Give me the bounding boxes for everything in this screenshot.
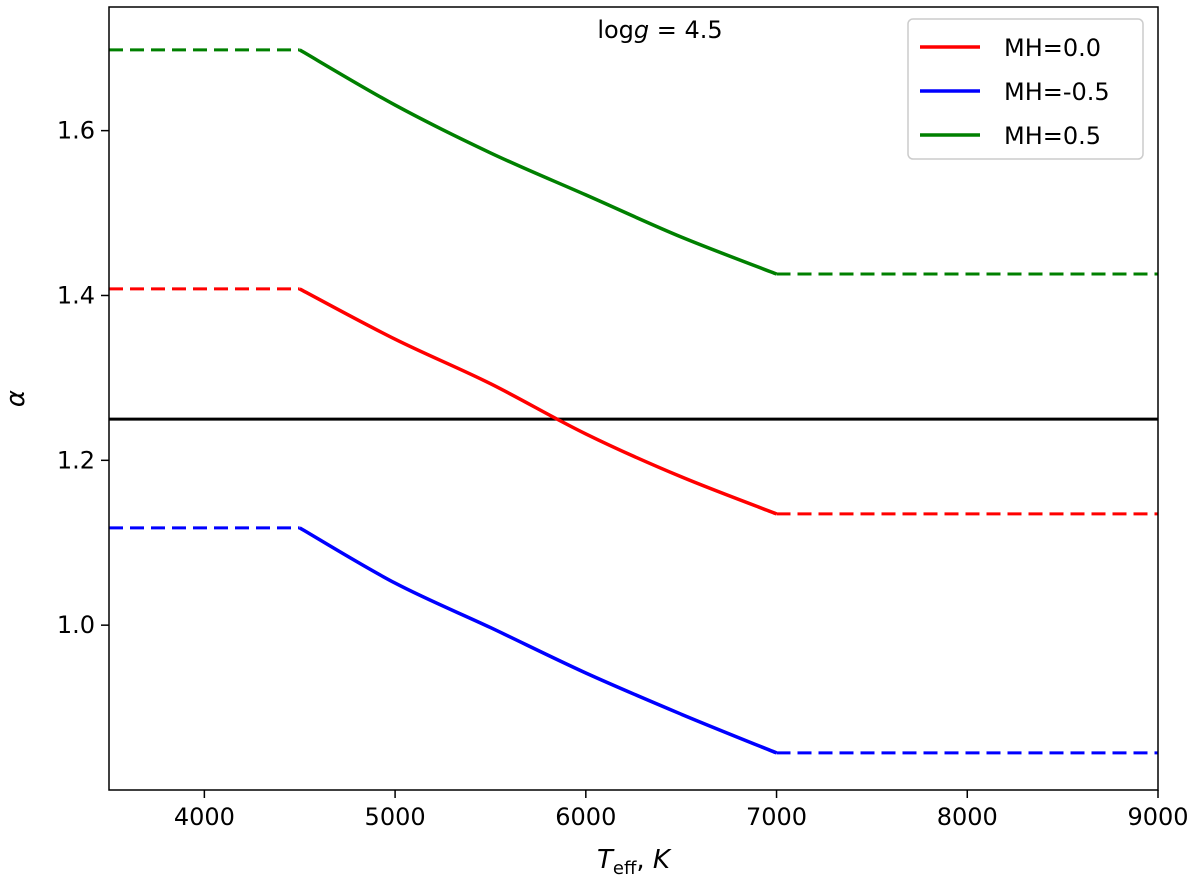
- legend-label-1: MH=-0.5: [1004, 78, 1110, 106]
- series-0-solid-line: [298, 287, 778, 516]
- x-axis-label: Teff, K: [597, 845, 672, 879]
- y-axis-label: α: [1, 390, 31, 407]
- y-tick-label: 1.6: [57, 117, 95, 145]
- legend-box: [907, 18, 1144, 160]
- y-tick-label: 1.4: [57, 281, 95, 309]
- y-tick-label: 1.2: [57, 446, 95, 474]
- x-tick-label: 8000: [937, 803, 998, 831]
- legend-label-2: MH=0.5: [1004, 122, 1101, 150]
- x-tick-label: 7000: [746, 803, 807, 831]
- x-tick-label: 4000: [174, 803, 235, 831]
- x-tick-label: 9000: [1127, 803, 1188, 831]
- series-1-solid-line: [298, 526, 778, 755]
- series-2-solid-line: [298, 48, 778, 276]
- plot-frame: [108, 6, 1159, 791]
- x-tick-label: 5000: [365, 803, 426, 831]
- legend-label-0: MH=0.0: [1004, 34, 1101, 62]
- annotation-text: logg = 4.5: [597, 16, 722, 44]
- y-tick-label: 1.0: [57, 611, 95, 639]
- x-tick-label: 6000: [555, 803, 616, 831]
